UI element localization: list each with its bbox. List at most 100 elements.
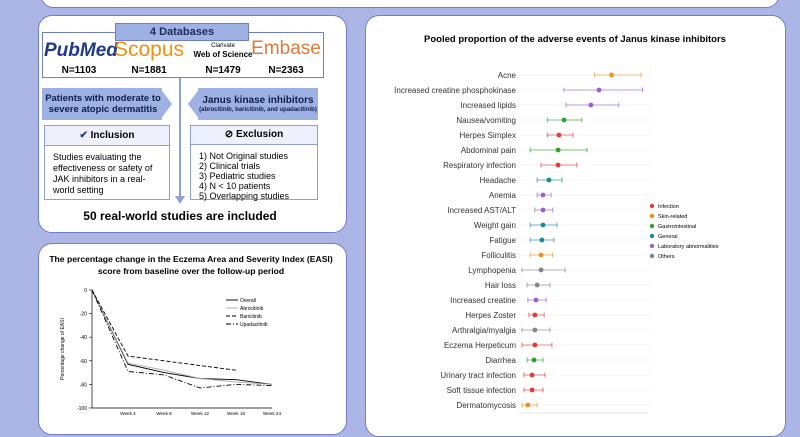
legend-swatch [649,233,655,239]
db-n: N=1479 [205,65,241,76]
scopus-logo: Scopus [114,38,185,61]
point [596,87,602,93]
clarivate-brand: Clarivate [211,43,235,49]
category-label: Increased AST/ALT [447,206,516,215]
series-line [91,289,273,385]
x-tick-label: Week 16 [227,411,245,416]
legend-label: Others [658,254,675,260]
easi-panel [38,243,347,435]
forest-chart: Pooled proportion of the adverse events … [394,34,726,414]
x-tick-label: Week 4 [120,411,136,416]
intervention: Janus kinase inhibitors [202,94,314,106]
legend-swatch [649,253,655,259]
point [609,72,614,78]
category-label: Anemia [489,191,517,200]
y-tick-label: -60 [80,359,87,365]
y-tick-label: -100 [77,406,87,412]
databases-title: 4 Databases [115,23,249,41]
point [539,237,545,243]
exclusion-head: ⊘ Exclusion [191,126,317,145]
easi-chart: The percentage change in the Eczema Area… [49,254,333,416]
exclusion-box: ⊘ Exclusion 1) Not Original studies 2) Cli… [190,125,318,201]
point [529,372,535,378]
exclusion-item: 3) Pediatric studies [199,171,276,181]
exclusion-item: 1) Not Original studies [199,151,289,161]
exclusion-item: 5) Overlapping studies [199,191,290,201]
point [532,342,538,348]
category-label: Diarrhea [485,356,516,365]
category-label: Soft tissue infection [447,386,516,395]
category-label: Increased creatine phosphokinase [394,86,516,95]
category-label: Herpes Zoster [465,311,516,320]
intervention-detail: (abrocitinib, baricitinib, and upadaciti… [199,106,317,113]
pubmed-logo: PubMed [44,40,118,61]
category-label: Folliculitis [481,251,516,260]
y-tick-label: -40 [80,335,87,341]
chart-title: Pooled proportion of the adverse events … [424,34,726,45]
legend-label: Gastrointestinal [658,224,696,230]
check-icon: ✔ [79,130,91,141]
page: {"flowchart":{"databases_title":"4 Datab… [38,0,786,437]
category-label: Acne [498,71,517,80]
x-tick-label: Week 8 [156,411,172,416]
ban-icon: ⊘ [224,129,236,140]
category-label: Fatigue [489,236,516,245]
series-line [91,289,273,389]
legend-swatch [649,223,655,229]
category-label: Headache [480,176,517,185]
x-tick-label: Week 24 [263,411,281,416]
legend-label: Upadacitinib [240,322,268,328]
wos-logo: Web of Science [193,50,253,59]
point [538,267,544,273]
category-label: Weight gain [474,221,516,230]
chart-title: The percentage change in the Eczema Area… [49,254,333,276]
category-label: Increased creatine [450,296,516,305]
flow-arrowhead [175,196,185,204]
category-label: Lymphopenia [468,266,516,275]
category-label: Abdominal pain [461,146,516,155]
db-n: N=1103 [61,65,97,76]
point [540,222,546,228]
category-label: Urinary tract infection [440,371,516,380]
point [546,177,552,183]
db-n: N=2363 [268,65,304,76]
point [538,252,544,258]
category-label: Hair loss [485,281,516,290]
legend-label: Abrocitinib [240,306,264,312]
series-line [91,289,237,371]
point [540,207,546,213]
legend-label: Laboratory abnormalities [658,244,719,250]
point [540,192,546,198]
series-line [91,289,273,385]
category-label: Increased lipids [460,101,516,110]
inclusion-title: Inclusion [90,130,135,141]
y-tick-label: -80 [80,382,87,388]
legend-label: Skin-related [658,214,687,220]
point [555,147,561,153]
category-label: Arthralgia/myalgia [452,326,517,335]
exclusion-item: 2) Clinical trials [199,161,261,171]
point [556,132,562,138]
legend-label: General [658,234,678,240]
point [531,357,537,363]
category-label: Herpes Simplex [460,131,516,140]
legend-swatch [649,203,655,209]
inclusion-head: ✔ Inclusion [45,126,169,146]
exclusion-title: Exclusion [235,129,284,140]
category-label: Dermatomycosis [456,401,516,410]
point [525,402,531,408]
legend-label: Infection [658,204,679,210]
db-n: N=1881 [131,65,167,76]
category-label: Nausea/vomiting [456,116,516,125]
inclusion-box: ✔ Inclusion Studies evaluating the effect… [44,125,170,200]
exclusion-list: 1) Not Original studies 2) Clinical trial… [199,151,309,201]
point [588,102,594,108]
y-tick-label: -20 [80,312,87,318]
intervention-box: Janus kinase inhibitors (abrocitinib, bar… [198,88,318,120]
result: 50 real-world studies are included [83,209,277,223]
inclusion-text: Studies evaluating the effectiveness or … [53,152,153,195]
legend-label: Baricitinib [240,314,262,320]
category-label: Eczema Herpeticum [444,341,516,350]
legend-swatch [649,243,655,249]
point [529,387,535,393]
